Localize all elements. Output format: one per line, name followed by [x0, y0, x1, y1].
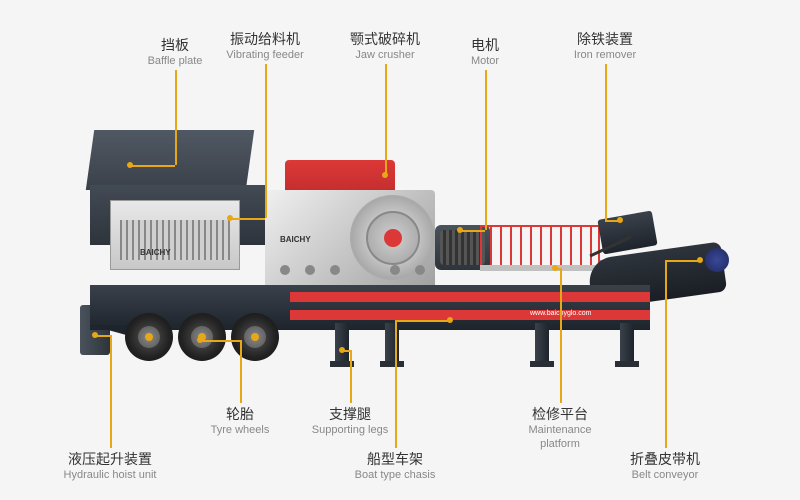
leader-dot: [92, 332, 98, 338]
label-conveyor: 折叠皮带机Belt conveyor: [615, 450, 715, 482]
label-zh: 电机: [435, 36, 535, 54]
leader-line: [240, 340, 242, 403]
label-zh: 液压起升装置: [60, 450, 160, 468]
label-en: Motor: [435, 54, 535, 68]
label-platform: 检修平台Maintenance platform: [510, 405, 610, 452]
support-leg: [535, 323, 549, 363]
label-feeder: 振动给料机Vibrating feeder: [215, 30, 315, 62]
label-zh: 折叠皮带机: [615, 450, 715, 468]
leader-line: [460, 230, 485, 232]
machine-diagram: BAICHY BAICHY www.baichyglo.com: [90, 130, 710, 380]
label-zh: 振动给料机: [215, 30, 315, 48]
leader-line: [665, 260, 700, 262]
leader-line: [605, 64, 607, 220]
label-tyre: 轮胎Tyre wheels: [190, 405, 290, 437]
label-zh: 船型车架: [345, 450, 445, 468]
leader-dot: [697, 257, 703, 263]
wheel: [125, 313, 173, 361]
conveyor-roller: [705, 248, 729, 272]
label-jaw: 颚式破碎机Jaw crusher: [335, 30, 435, 62]
support-leg: [335, 323, 349, 363]
label-en: Jaw crusher: [335, 48, 435, 62]
support-leg: [385, 323, 399, 363]
label-motor: 电机Motor: [435, 36, 535, 68]
leader-line: [485, 70, 487, 230]
label-legs: 支撑腿Supporting legs: [300, 405, 400, 437]
leader-line: [395, 320, 450, 322]
label-baffle: 挡板Baffle plate: [125, 36, 225, 68]
jaw-crusher: BAICHY: [265, 160, 440, 290]
label-zh: 颚式破碎机: [335, 30, 435, 48]
label-zh: 挡板: [125, 36, 225, 54]
label-en: Baffle plate: [125, 54, 225, 68]
leader-line: [200, 340, 240, 342]
label-en: Supporting legs: [300, 423, 400, 437]
label-zh: 支撑腿: [300, 405, 400, 423]
leader-line: [230, 218, 265, 220]
leader-dot: [447, 317, 453, 323]
leader-dot: [127, 162, 133, 168]
leader-line: [130, 165, 175, 167]
label-zh: 除铁装置: [555, 30, 655, 48]
leader-dot: [457, 227, 463, 233]
label-zh: 轮胎: [190, 405, 290, 423]
label-chassis: 船型车架Boat type chasis: [345, 450, 445, 482]
support-leg: [620, 323, 634, 363]
leader-line: [175, 70, 177, 165]
feeder-vents: [120, 220, 230, 260]
wheel: [231, 313, 279, 361]
leader-dot: [552, 265, 558, 271]
label-iron: 除铁装置Iron remover: [555, 30, 655, 62]
leader-dot: [227, 215, 233, 221]
label-hydraulic: 液压起升装置Hydraulic hoist unit: [60, 450, 160, 482]
label-en: Hydraulic hoist unit: [60, 468, 160, 482]
leader-line: [110, 335, 112, 448]
label-en: Belt conveyor: [615, 468, 715, 482]
leader-dot: [339, 347, 345, 353]
label-zh: 检修平台: [510, 405, 610, 423]
leader-line: [395, 320, 397, 448]
leader-line: [265, 64, 267, 218]
leader-dot: [382, 172, 388, 178]
leader-dot: [197, 337, 203, 343]
maintenance-platform: [480, 225, 600, 285]
label-en: Iron remover: [555, 48, 655, 62]
brand-label-1: BAICHY: [140, 248, 171, 257]
leader-line: [350, 350, 352, 403]
brand-label-2: BAICHY: [280, 235, 311, 244]
label-en: Tyre wheels: [190, 423, 290, 437]
label-en: Vibrating feeder: [215, 48, 315, 62]
leader-line: [560, 268, 562, 403]
leader-line: [385, 64, 387, 175]
label-en: Boat type chasis: [345, 468, 445, 482]
leader-dot: [617, 217, 623, 223]
leader-line: [665, 260, 667, 448]
label-en: Maintenance platform: [510, 423, 610, 452]
